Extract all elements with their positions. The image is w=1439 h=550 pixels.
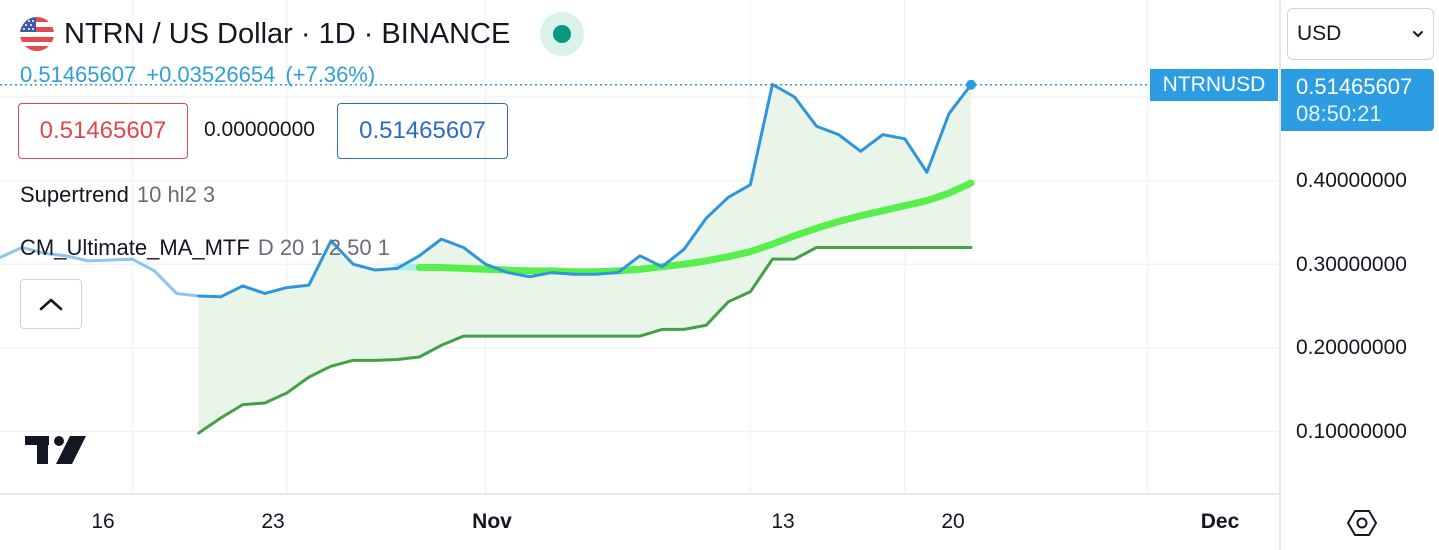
indicator-name: Supertrend (20, 182, 129, 207)
last-price-point (966, 79, 977, 90)
currency-value: USD (1297, 22, 1342, 45)
price-tick: 0.10000000 (1296, 420, 1407, 443)
time-tick: 16 (91, 510, 115, 533)
ma-line-up (415, 179, 975, 276)
collapse-legend-button[interactable] (20, 279, 82, 329)
last-price-value: 0.51465607 (1296, 74, 1413, 99)
sell-button[interactable]: 0.51465607 (18, 103, 188, 159)
series-lines (0, 82, 975, 435)
chevron-down-icon (1413, 31, 1423, 37)
indicator-legend-cm-ma[interactable]: CM_Ultimate_MA_MTF D 20 1 2 50 1 (20, 235, 390, 261)
market-open-dot-icon (553, 25, 572, 43)
price-change-percent: (+7.36%) (285, 62, 376, 87)
symbol-price-label: NTRNUSD (1150, 69, 1278, 101)
bar-countdown: 08:50:21 (1296, 101, 1382, 126)
time-tick: 23 (261, 510, 285, 533)
us-flag-icon (20, 17, 54, 51)
chevron-up-icon (39, 298, 63, 311)
chart-axes (0, 0, 1281, 550)
indicator-params: D 20 1 2 50 1 (257, 235, 390, 260)
indicator-name: CM_Ultimate_MA_MTF (20, 235, 250, 260)
supertrend-fill (198, 84, 972, 434)
supertrend-line (197, 245, 973, 435)
market-status-indicator[interactable] (540, 12, 585, 56)
time-tick: 13 (771, 510, 795, 533)
settings-hexagon-icon[interactable] (1346, 508, 1378, 543)
tradingview-logo[interactable] (25, 434, 87, 471)
currency-select[interactable]: USD (1287, 8, 1434, 60)
buy-button[interactable]: 0.51465607 (337, 103, 508, 159)
spread-value: 0.00000000 (204, 118, 315, 141)
time-tick: Dec (1200, 510, 1240, 533)
price-tick: 0.20000000 (1296, 336, 1407, 359)
last-price-markers (0, 79, 1280, 90)
last-price-tag: 0.51465607 08:50:21 (1281, 69, 1434, 131)
time-tick: 20 (941, 510, 965, 533)
price-change: +0.03526654 (146, 62, 276, 87)
indicator-legend-supertrend[interactable]: Supertrend 10 hl2 3 (20, 182, 215, 208)
indicator-params: 10 hl2 3 (136, 182, 216, 207)
current-price: 0.51465607 (20, 62, 137, 87)
symbol-header: NTRN / US Dollar · 1D · BINANCE (20, 12, 585, 56)
supertrend-fill-area (198, 84, 972, 434)
price-line-left (0, 245, 201, 298)
symbol-title[interactable]: NTRN / US Dollar · 1D · BINANCE (64, 17, 511, 50)
price-change-line: 0.51465607 +0.03526654 (+7.36%) (20, 62, 385, 88)
price-line (197, 82, 973, 299)
price-tick: 0.40000000 (1296, 169, 1407, 192)
price-tick: 0.30000000 (1296, 253, 1407, 276)
time-tick: Nov (472, 510, 512, 533)
